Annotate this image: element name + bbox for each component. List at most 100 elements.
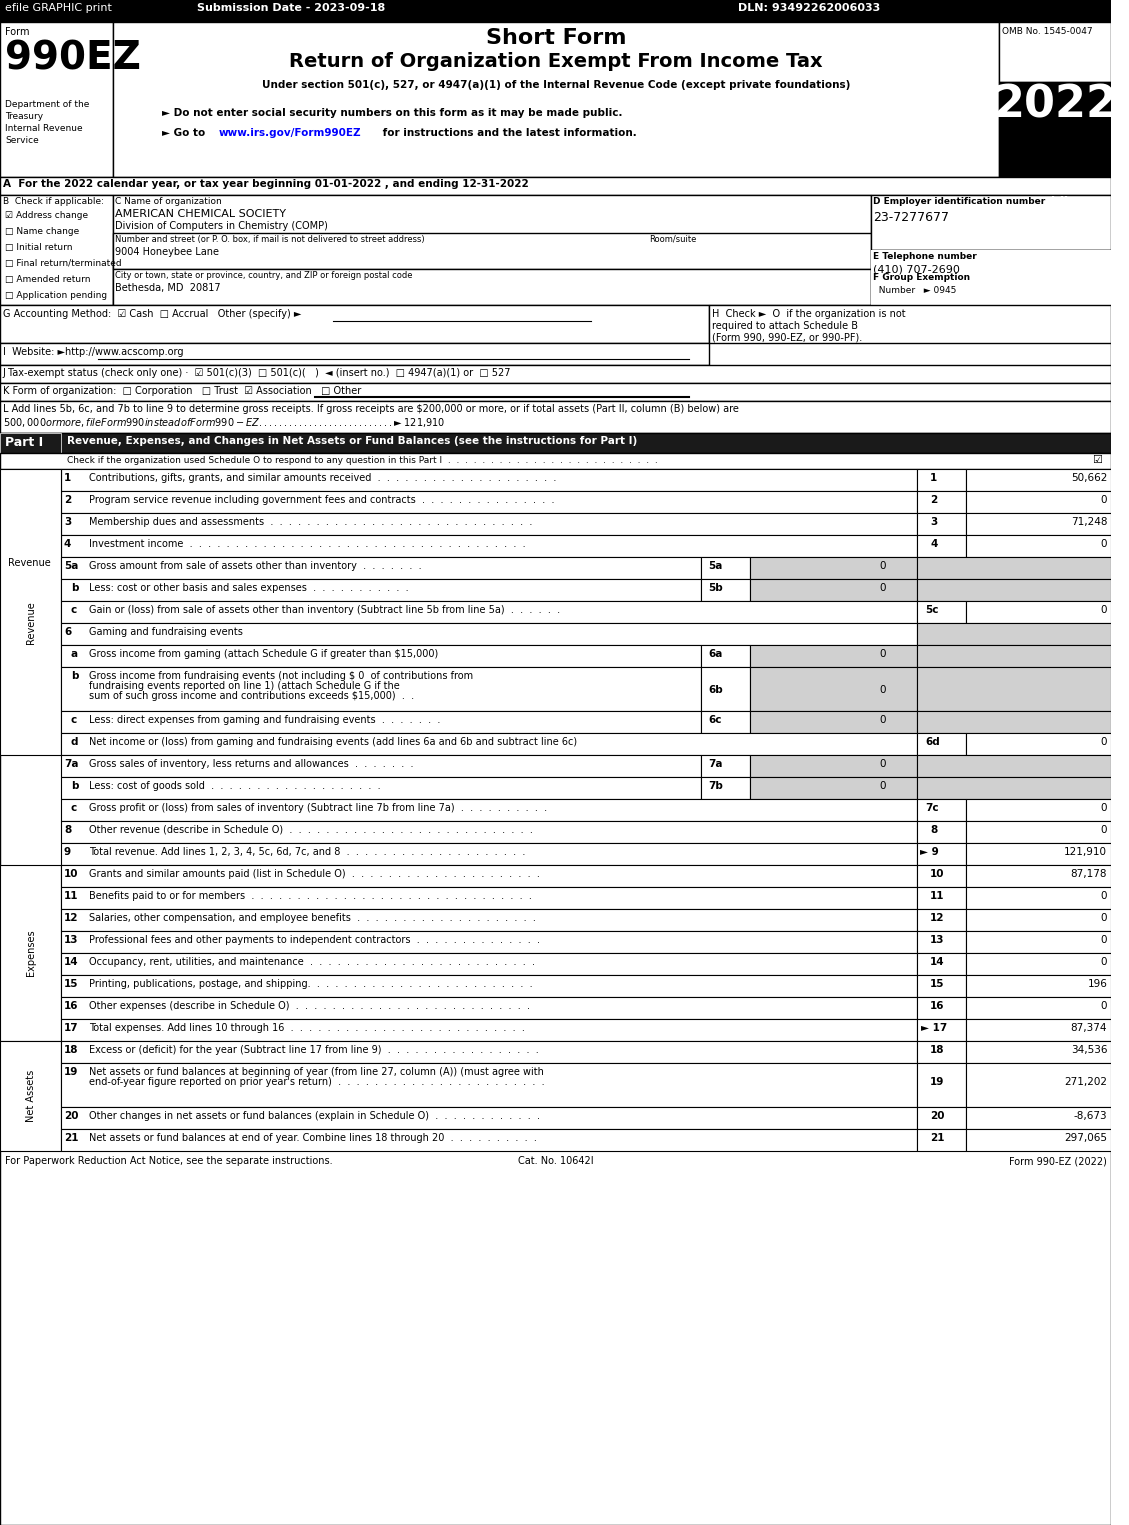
Bar: [966, 491, 1111, 512]
Bar: [750, 778, 917, 799]
Text: 0: 0: [879, 561, 886, 570]
Text: Grants and similar amounts paid (list in Schedule O)  .  .  .  .  .  .  .  .  . : Grants and similar amounts paid (list in…: [88, 869, 540, 878]
Text: Net Assets: Net Assets: [26, 1071, 35, 1122]
Text: Total revenue. Add lines 1, 2, 3, 4, 5c, 6d, 7c, and 8  .  .  .  .  .  .  .  .  : Total revenue. Add lines 1, 2, 3, 4, 5c,…: [88, 846, 525, 857]
Text: H  Check ►  O  if the organization is not
required to attach Schedule B
(Form 99: H Check ► O if the organization is not r…: [711, 310, 905, 342]
Text: Gross sales of inventory, less returns and allowances  .  .  .  .  .  .  .: Gross sales of inventory, less returns a…: [88, 759, 413, 769]
Bar: [113, 233, 872, 268]
Text: ► Go to: ► Go to: [163, 128, 209, 137]
Bar: [0, 383, 1111, 401]
Bar: [61, 535, 917, 557]
Text: 3: 3: [64, 517, 71, 528]
Bar: [966, 974, 1111, 997]
Text: sum of such gross income and contributions exceeds $15,000)  .  .: sum of such gross income and contributio…: [88, 691, 413, 702]
Bar: [917, 512, 966, 535]
Text: □ Name change: □ Name change: [5, 227, 79, 236]
Text: 6a: 6a: [709, 650, 723, 659]
Bar: [61, 1042, 917, 1063]
Bar: [917, 843, 966, 865]
Bar: [61, 491, 917, 512]
Bar: [61, 799, 917, 820]
Text: F Group Exemption: F Group Exemption: [873, 273, 970, 282]
Text: 14: 14: [64, 958, 79, 967]
Text: 0: 0: [879, 650, 886, 659]
Bar: [750, 755, 917, 778]
Text: Program service revenue including government fees and contracts  .  .  .  .  .  : Program service revenue including govern…: [88, 496, 554, 505]
Bar: [917, 909, 966, 930]
Text: Total expenses. Add lines 10 through 16  .  .  .  .  .  .  .  .  .  .  .  .  .  : Total expenses. Add lines 10 through 16 …: [88, 1023, 525, 1032]
Text: 5a: 5a: [64, 561, 78, 570]
Bar: [917, 491, 966, 512]
Text: Form 990-EZ (2022): Form 990-EZ (2022): [1009, 1156, 1108, 1167]
Bar: [61, 580, 701, 601]
Text: (410) 707-2690: (410) 707-2690: [873, 265, 960, 274]
Text: Other expenses (describe in Schedule O)  .  .  .  .  .  .  .  .  .  .  .  .  .  : Other expenses (describe in Schedule O) …: [88, 1000, 530, 1011]
Bar: [61, 974, 917, 997]
Bar: [917, 1019, 966, 1042]
Text: Part I: Part I: [5, 436, 43, 448]
Text: 4: 4: [930, 538, 937, 549]
Bar: [61, 557, 701, 580]
Bar: [61, 755, 701, 778]
Text: Gross income from fundraising events (not including $ 0  of contributions from: Gross income from fundraising events (no…: [88, 671, 473, 682]
Bar: [0, 343, 709, 364]
Bar: [966, 865, 1111, 888]
Text: Printing, publications, postage, and shipping.  .  .  .  .  .  .  .  .  .  .  . : Printing, publications, postage, and shi…: [88, 979, 532, 990]
Text: 10: 10: [64, 869, 79, 878]
Text: a: a: [71, 650, 78, 659]
Text: 20: 20: [64, 1112, 79, 1121]
Text: Excess or (deficit) for the year (Subtract line 17 from line 9)  .  .  .  .  .  : Excess or (deficit) for the year (Subtra…: [88, 1045, 539, 1055]
Bar: [61, 711, 701, 734]
Bar: [917, 1042, 966, 1063]
Bar: [61, 666, 701, 711]
Text: Revenue: Revenue: [8, 558, 51, 567]
Bar: [872, 250, 1111, 305]
Bar: [917, 1063, 966, 1107]
Text: 1: 1: [930, 473, 937, 483]
Text: 15: 15: [930, 979, 945, 990]
Bar: [0, 865, 61, 1042]
Text: c: c: [71, 715, 77, 724]
Text: Gain or (loss) from sale of assets other than inventory (Subtract line 5b from l: Gain or (loss) from sale of assets other…: [88, 605, 560, 615]
Text: b: b: [71, 781, 78, 791]
Bar: [917, 580, 1111, 601]
Text: 19: 19: [930, 1077, 945, 1087]
Bar: [61, 624, 917, 645]
Text: Number and street (or P. O. box, if mail is not delivered to street address): Number and street (or P. O. box, if mail…: [115, 235, 425, 244]
Text: 0: 0: [1101, 935, 1108, 945]
Bar: [966, 997, 1111, 1019]
Bar: [917, 778, 1111, 799]
Bar: [750, 557, 917, 580]
Bar: [61, 843, 917, 865]
Text: L Add lines 5b, 6c, and 7b to line 9 to determine gross receipts. If gross recei: L Add lines 5b, 6c, and 7b to line 9 to …: [3, 404, 738, 429]
Text: 2022: 2022: [994, 84, 1117, 127]
Bar: [701, 666, 750, 711]
Text: Number   ► 0945: Number ► 0945: [873, 287, 956, 294]
Bar: [61, 888, 917, 909]
Bar: [999, 82, 1111, 177]
Text: 7c: 7c: [925, 804, 939, 813]
Text: for instructions and the latest information.: for instructions and the latest informat…: [379, 128, 637, 137]
Text: Salaries, other compensation, and employee benefits  .  .  .  .  .  .  .  .  .  : Salaries, other compensation, and employ…: [88, 913, 535, 923]
Text: Check if the organization used Schedule O to respond to any question in this Par: Check if the organization used Schedule …: [67, 456, 658, 465]
Bar: [61, 820, 917, 843]
Bar: [917, 470, 966, 491]
Text: 17: 17: [64, 1023, 79, 1032]
Text: 9: 9: [64, 846, 71, 857]
Text: c: c: [71, 804, 77, 813]
Text: Net income or (loss) from gaming and fundraising events (add lines 6a and 6b and: Net income or (loss) from gaming and fun…: [88, 737, 577, 747]
Bar: [0, 177, 1111, 195]
Text: 18: 18: [64, 1045, 79, 1055]
Bar: [917, 711, 1111, 734]
Text: Net assets or fund balances at end of year. Combine lines 18 through 20  .  .  .: Net assets or fund balances at end of ye…: [88, 1133, 536, 1144]
Bar: [917, 557, 1111, 580]
Text: 1: 1: [64, 473, 71, 483]
Text: Gross amount from sale of assets other than inventory  .  .  .  .  .  .  .: Gross amount from sale of assets other t…: [88, 561, 421, 570]
Bar: [113, 268, 872, 305]
Bar: [917, 645, 1111, 666]
Bar: [0, 401, 1111, 433]
Text: Revenue, Expenses, and Changes in Net Assets or Fund Balances (see the instructi: Revenue, Expenses, and Changes in Net As…: [67, 436, 637, 445]
Text: G Accounting Method:  ☑ Cash  □ Accrual   Other (specify) ►: G Accounting Method: ☑ Cash □ Accrual Ot…: [3, 310, 301, 319]
Bar: [0, 1042, 61, 1151]
Text: 7b: 7b: [709, 781, 724, 791]
